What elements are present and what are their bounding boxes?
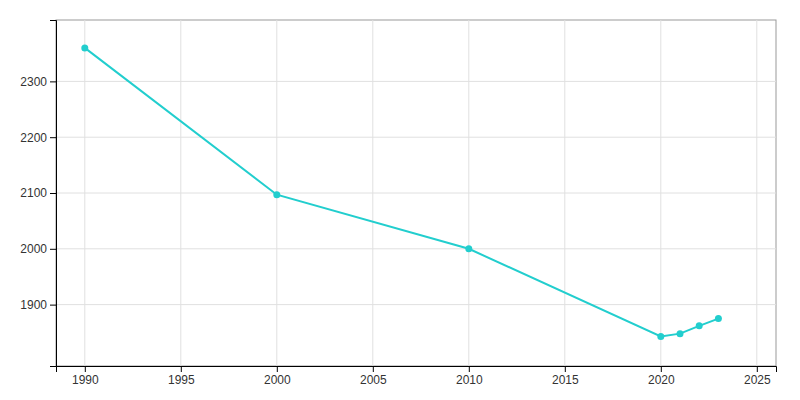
data-point: [696, 322, 703, 329]
y-grid-line: [56, 304, 776, 305]
x-tick-label: 2010: [456, 373, 483, 387]
x-tick-label: 1990: [72, 373, 99, 387]
x-tick-label: 2025: [744, 373, 771, 387]
x-tick: 2000: [264, 366, 291, 387]
data-marks: [81, 44, 722, 340]
chart-container: 1990 1995 2000 2005 2010 2015 2020 2025 1900 2000…: [0, 0, 800, 400]
data-point: [715, 315, 722, 322]
x-tick: 2005: [360, 366, 387, 387]
x-tick-label: 2020: [648, 373, 675, 387]
data-line: [85, 48, 719, 337]
x-tick-mark: [757, 366, 758, 372]
plot-area: 1990 1995 2000 2005 2010 2015 2020 2025 1900 2000…: [20, 20, 776, 387]
y-tick-mark: [50, 81, 56, 82]
y-axis-line: [50, 21, 57, 367]
x-tick-mark: [277, 366, 278, 372]
x-tick: 2025: [744, 366, 771, 387]
data-point: [657, 333, 664, 340]
x-tick: 2010: [456, 366, 483, 387]
y-tick-mark: [50, 193, 56, 194]
y-tick: 2300: [20, 75, 56, 89]
x-tick-mark: [373, 366, 374, 372]
y-tick: 2000: [20, 242, 56, 256]
data-point: [273, 191, 280, 198]
grid: [56, 20, 776, 366]
data-point: [465, 245, 472, 252]
y-tick-label: 2000: [20, 242, 47, 256]
x-tick-mark: [85, 366, 86, 372]
y-axis: 1900 2000 2100 2200 2300: [20, 21, 56, 367]
x-tick-label: 1995: [168, 373, 195, 387]
y-tick: 1900: [20, 298, 56, 312]
x-tick: 2015: [552, 366, 579, 387]
y-tick-mark: [50, 249, 56, 250]
y-tick-mark: [50, 305, 56, 306]
chart-svg: 1990 1995 2000 2005 2010 2015 2020 2025 1900 2000…: [0, 0, 800, 400]
y-grid-line: [56, 248, 776, 249]
y-tick-label: 2100: [20, 186, 47, 200]
y-tick-label: 2200: [20, 131, 47, 145]
x-tick-label: 2015: [552, 373, 579, 387]
x-tick-mark: [181, 366, 182, 372]
x-tick-label: 2005: [360, 373, 387, 387]
y-tick-mark: [50, 137, 56, 138]
y-tick: 2200: [20, 131, 56, 145]
plot-frame: [56, 20, 776, 366]
data-point: [81, 44, 88, 51]
y-tick-label: 1900: [20, 298, 47, 312]
y-grid-line: [56, 137, 776, 138]
x-tick-mark: [661, 366, 662, 372]
x-tick-mark: [469, 366, 470, 372]
x-tick: 2020: [648, 366, 675, 387]
x-axis-line: [57, 367, 777, 373]
x-axis: 1990 1995 2000 2005 2010 2015 2020 2025: [57, 366, 777, 387]
y-grid-line: [56, 81, 776, 82]
data-point: [677, 330, 684, 337]
x-tick: 1995: [168, 366, 195, 387]
x-tick-label: 2000: [264, 373, 291, 387]
y-tick-label: 2300: [20, 75, 47, 89]
y-tick: 2100: [20, 186, 56, 200]
x-tick-mark: [565, 366, 566, 372]
x-tick: 1990: [72, 366, 99, 387]
y-grid-line: [56, 193, 776, 194]
